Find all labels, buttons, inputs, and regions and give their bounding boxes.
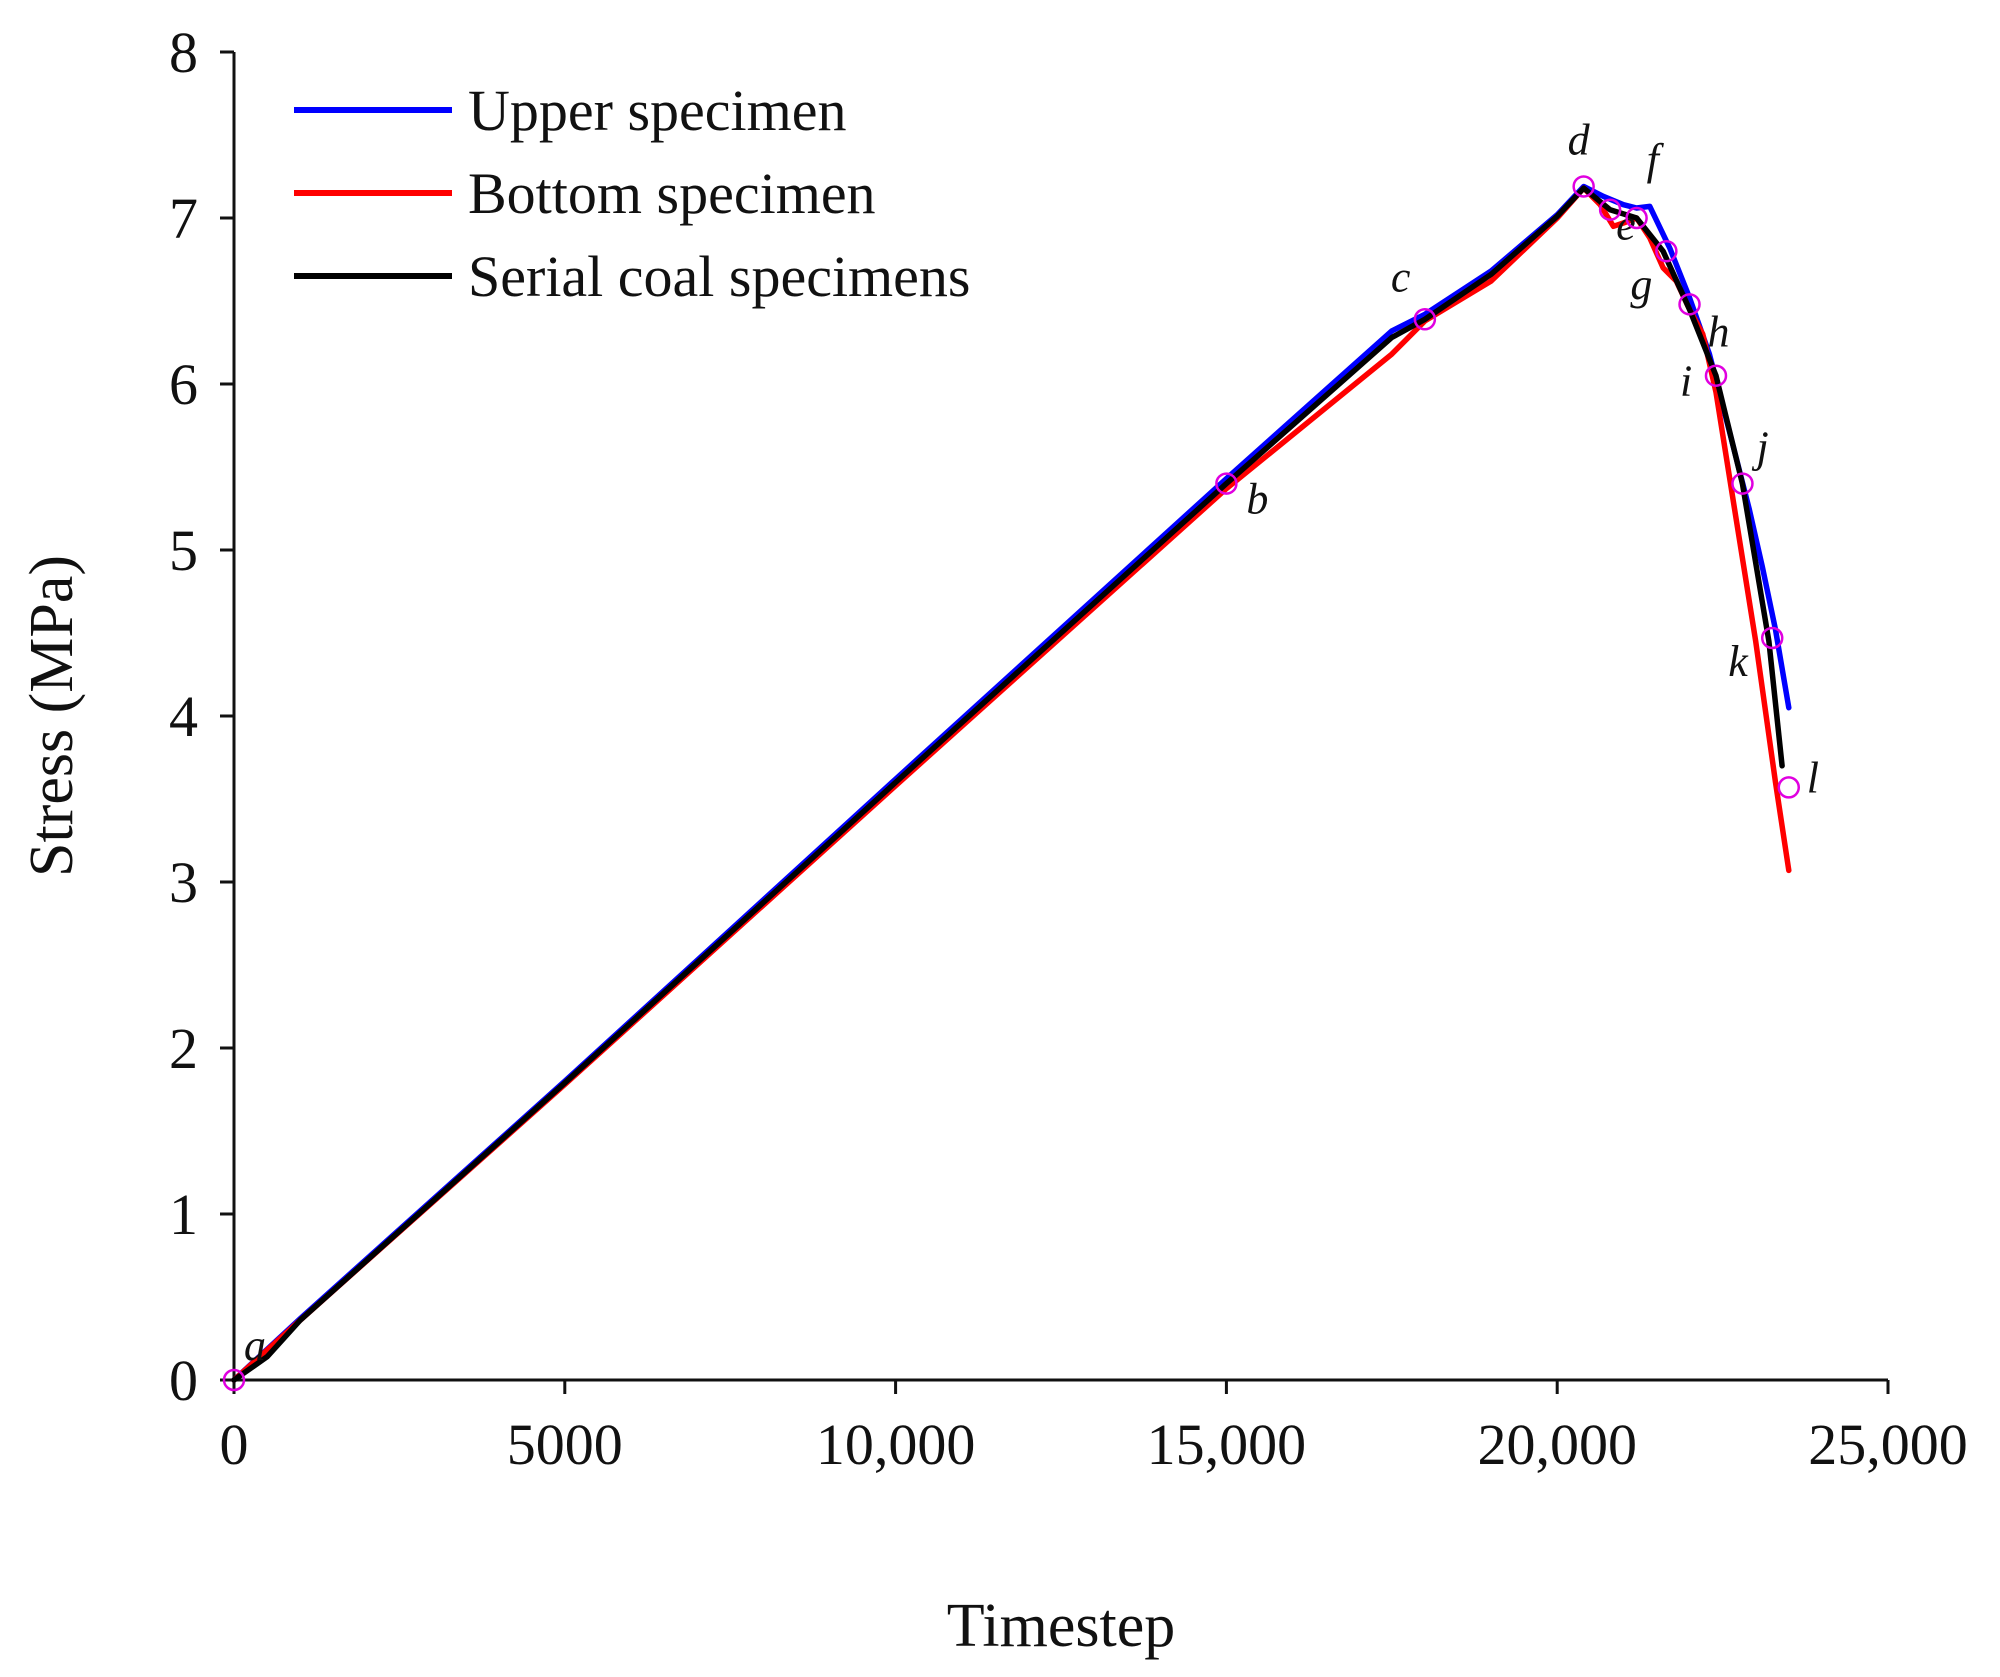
marker-f — [1625, 206, 1648, 230]
series-line-serial-coal-specimens — [231, 185, 1785, 1383]
point-label-d: d — [1568, 115, 1591, 164]
point-label-k: k — [1728, 637, 1749, 686]
y-tick-label: 5 — [169, 518, 198, 583]
point-label-j: j — [1751, 423, 1768, 472]
marker-d — [1572, 175, 1595, 198]
series-line-bottom-specimen — [231, 185, 1792, 1383]
point-label-c: c — [1391, 252, 1411, 301]
x-tick-label: 10,000 — [816, 1412, 976, 1477]
marker-c — [1413, 308, 1437, 331]
marker-h — [1678, 293, 1701, 316]
marker-j — [1731, 472, 1754, 495]
point-annotations: a b c def g hi j k l — [222, 115, 1819, 1392]
series-line-upper-specimen — [231, 183, 1792, 1383]
y-tick-label: 2 — [169, 1016, 198, 1081]
marker-g — [1655, 239, 1678, 263]
y-tick-label: 6 — [169, 352, 198, 417]
legend-label-upper-specimen: Upper specimen — [468, 78, 846, 143]
x-tick-label: 15,000 — [1147, 1412, 1307, 1477]
legend-label-serial-coal-specimens: Serial coal specimens — [468, 244, 971, 309]
marker-i — [1704, 364, 1728, 387]
ticks: 0 5000 10,000 15,000 20,000 25,000 0 1 2 3 4 5 6 7 8 — [169, 20, 1968, 1477]
y-tick-label: 0 — [169, 1348, 198, 1413]
x-tick-label: 20,000 — [1477, 1412, 1637, 1477]
point-label-e: e — [1616, 201, 1636, 250]
y-tick-label: 7 — [169, 186, 198, 251]
x-tick-label: 0 — [220, 1412, 249, 1477]
marker-b — [1215, 472, 1238, 495]
series-lines — [231, 183, 1792, 1383]
x-axis-title: Timestep — [947, 1592, 1176, 1660]
marker-l — [1777, 776, 1801, 799]
marker-e — [1598, 198, 1622, 221]
marker-k — [1760, 626, 1784, 650]
marker-a — [222, 1368, 246, 1392]
point-label-l: l — [1807, 753, 1819, 802]
y-tick-label: 1 — [169, 1182, 198, 1247]
point-label-b: b — [1246, 475, 1268, 524]
y-tick-label: 3 — [169, 850, 198, 915]
point-label-f: f — [1647, 135, 1665, 184]
y-tick-label: 8 — [169, 20, 198, 85]
legend-label-bottom-specimen: Bottom specimen — [468, 161, 876, 226]
point-label-a: a — [244, 1321, 266, 1370]
legend: Upper specimen Bottom specimen Serial coal… — [294, 78, 971, 309]
point-label-i: i — [1680, 357, 1692, 406]
x-tick-label: 25,000 — [1808, 1412, 1968, 1477]
x-tick-label: 5000 — [507, 1412, 623, 1477]
y-axis-title: Stress (MPa) — [18, 555, 86, 877]
point-label-g: g — [1630, 260, 1652, 309]
point-label-h: h — [1708, 307, 1730, 356]
y-tick-label: 4 — [169, 684, 198, 749]
